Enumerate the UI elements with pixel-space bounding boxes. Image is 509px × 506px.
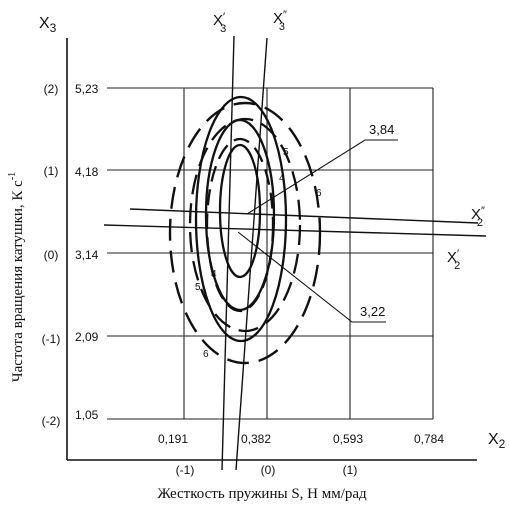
y-tick-label: 5,23	[75, 82, 99, 96]
y-axis-title: Частота вращения катушки, К с-1	[7, 172, 26, 382]
y-coded-tick-label: (-2)	[42, 414, 61, 428]
optimum-label-upper: 3,84	[369, 122, 394, 137]
y-axis-name: X3	[39, 15, 57, 35]
x-tick-label: 0,382	[241, 432, 271, 446]
y-coded-tick-label: (1)	[44, 164, 59, 178]
y-coded-tick-label: (0)	[44, 248, 59, 262]
x-tick-label: 0,593	[333, 432, 363, 446]
axis-x2-prime-line	[104, 225, 486, 236]
x-coded-tick-label: (1)	[343, 463, 358, 477]
leader-line-upper	[247, 140, 398, 214]
axis-label-x3-prime: X′ 3	[213, 11, 226, 35]
x-tick-label: 0,191	[158, 432, 188, 446]
x-axis-title: Жесткость пружины S, Н мм/рад	[157, 486, 367, 502]
y-coded-tick-label: (-1)	[42, 332, 61, 346]
contour-level-label: 5	[283, 147, 289, 158]
axis-label-x2-double-prime: X″ 2	[471, 205, 485, 229]
axis-x2-double-prime-line	[130, 209, 478, 223]
contour-level-label: 6	[316, 188, 322, 199]
x-tick-labels: 0,191 0,382 0,593 0,784	[158, 432, 444, 446]
axis-label-x3-double-prime: X″ 3	[273, 9, 287, 33]
y-tick-label: 3,14	[75, 248, 99, 262]
y-coded-tick-label: (2)	[44, 82, 59, 96]
y-coded-tick-labels: (-2) (-1) (0) (1) (2)	[42, 82, 61, 428]
optimum-label-lower: 3,22	[360, 304, 385, 319]
x-coded-tick-label: (-1)	[176, 463, 195, 477]
y-tick-label: 1,05	[75, 408, 99, 422]
x-tick-label: 0,784	[414, 432, 444, 446]
x-coded-tick-labels: (-1) (0) (1)	[176, 463, 358, 477]
contour-level-label: 4	[279, 173, 285, 184]
y-tick-label: 4,18	[75, 165, 99, 179]
y-tick-labels: 1,05 2,09 3,14 4,18 5,23	[75, 82, 99, 422]
x-axis-name: X2	[488, 431, 506, 451]
contour-level-label: 5	[195, 282, 201, 293]
contour-level-label: 4	[211, 269, 217, 280]
x-coded-tick-label: (0)	[261, 463, 276, 477]
y-tick-label: 2,09	[75, 330, 99, 344]
axis-label-x2-prime: X′ 2	[447, 248, 460, 272]
contour-level-label: 6	[203, 349, 209, 360]
contour-dashed-6	[170, 103, 320, 363]
